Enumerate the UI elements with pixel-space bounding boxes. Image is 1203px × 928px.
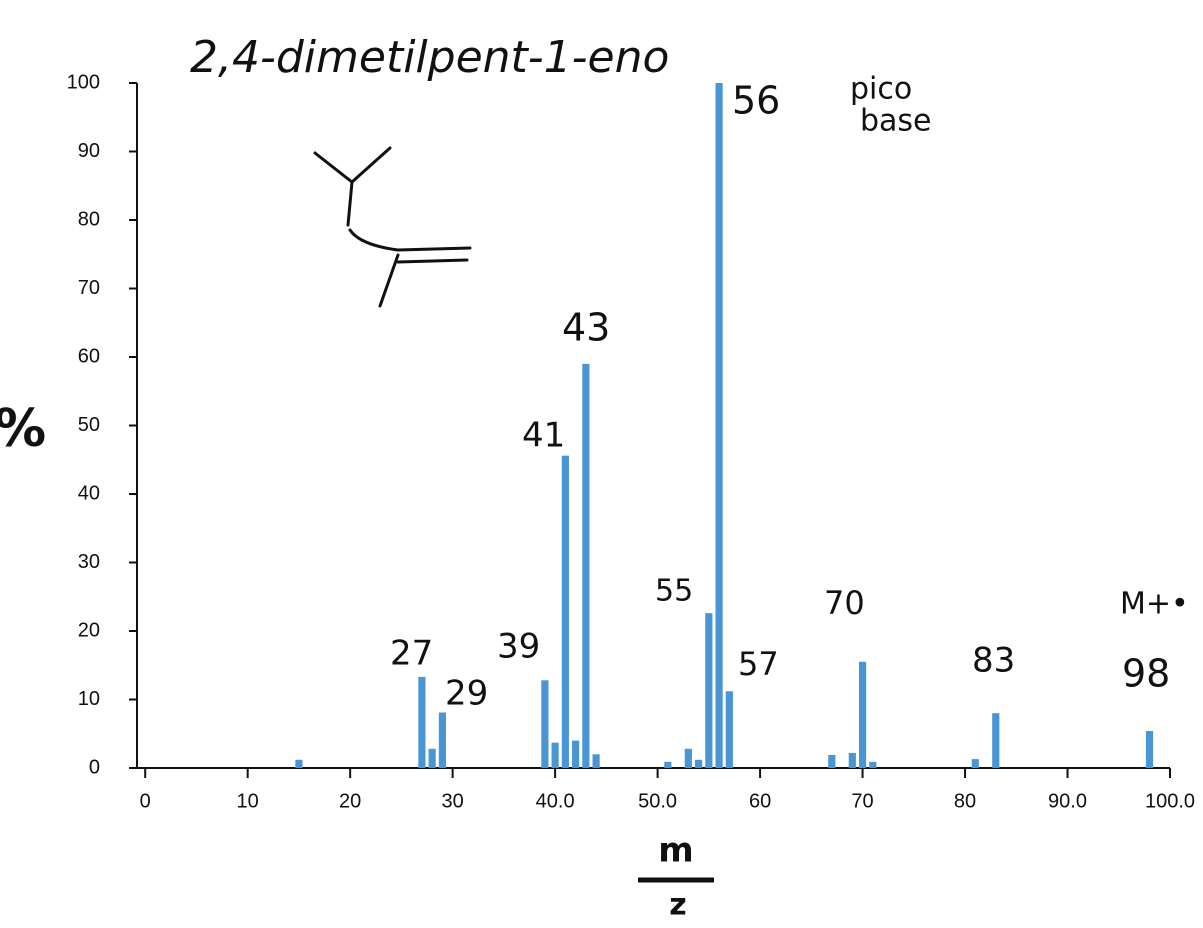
- x-tick-label: 70: [851, 790, 873, 812]
- annotation: 41: [522, 416, 565, 456]
- y-tick-label: 30: [78, 551, 100, 573]
- bar: [592, 754, 600, 768]
- y-tick-label: 10: [78, 688, 100, 710]
- annotation: 29: [445, 674, 488, 714]
- annotation: base: [860, 104, 932, 139]
- annotation: 98: [1122, 652, 1170, 696]
- y-tick-label: 40: [78, 482, 100, 504]
- annotation: M+•: [1120, 587, 1189, 622]
- bar: [848, 752, 856, 768]
- x-tick-label: 20: [339, 790, 361, 812]
- bond: [313, 146, 392, 184]
- annotation: 43: [562, 306, 610, 350]
- y-tick-label: 100: [67, 71, 100, 93]
- x-axis-label-denominator: z: [669, 888, 686, 923]
- molecule-sketch: [313, 146, 472, 308]
- annotation: 57: [738, 645, 779, 683]
- x-tick-label: 60: [749, 790, 771, 812]
- annotation: 55: [655, 574, 693, 609]
- bar: [561, 455, 569, 768]
- y-tick-label: 0: [89, 756, 100, 778]
- y-tick-label: 60: [78, 345, 100, 367]
- bar: [695, 759, 703, 768]
- annotation: 27: [390, 634, 433, 674]
- bond: [396, 258, 469, 264]
- y-tick-label: 90: [78, 140, 100, 162]
- annotation: pico: [850, 72, 912, 107]
- bar: [992, 713, 1000, 768]
- x-tick-label: 10: [237, 790, 259, 812]
- x-tick-label: 90.0: [1048, 790, 1087, 812]
- bar: [418, 676, 426, 768]
- bar: [725, 691, 733, 768]
- x-tick-label: 40.0: [536, 790, 575, 812]
- bar: [295, 759, 303, 768]
- x-axis-label-numerator: m: [658, 831, 693, 871]
- y-tick-label: 50: [78, 414, 100, 436]
- bar: [715, 83, 723, 768]
- bar: [572, 740, 580, 768]
- y-tick-label: 70: [78, 277, 100, 299]
- y-axis-label: %: [0, 399, 46, 459]
- bar: [684, 748, 692, 768]
- bar: [869, 761, 877, 768]
- annotation: 39: [497, 627, 540, 667]
- bar: [551, 742, 559, 768]
- bar: [582, 363, 590, 768]
- y-tick-label: 20: [78, 619, 100, 641]
- bar: [428, 748, 436, 768]
- x-tick-label: 80: [954, 790, 976, 812]
- x-tick-label: 100.0: [1145, 790, 1195, 812]
- x-tick-label: 50.0: [638, 790, 677, 812]
- annotation: 83: [972, 641, 1015, 681]
- x-tick-label: 0: [140, 790, 151, 812]
- y-tick-label: 80: [78, 208, 100, 230]
- bar: [705, 613, 713, 768]
- annotation: 70: [824, 584, 865, 622]
- x-tick-label: 30: [442, 790, 464, 812]
- bar: [541, 680, 549, 768]
- bond: [346, 180, 354, 227]
- bar: [1145, 731, 1154, 768]
- bar: [971, 759, 979, 768]
- chart-title: 2,4-dimetilpent-1-eno: [190, 32, 669, 83]
- bar: [438, 712, 446, 768]
- annotation: 56: [732, 79, 780, 123]
- bar: [828, 754, 836, 768]
- bar: [858, 661, 867, 768]
- bond: [378, 253, 400, 308]
- bond: [348, 228, 472, 252]
- bar: [664, 761, 672, 768]
